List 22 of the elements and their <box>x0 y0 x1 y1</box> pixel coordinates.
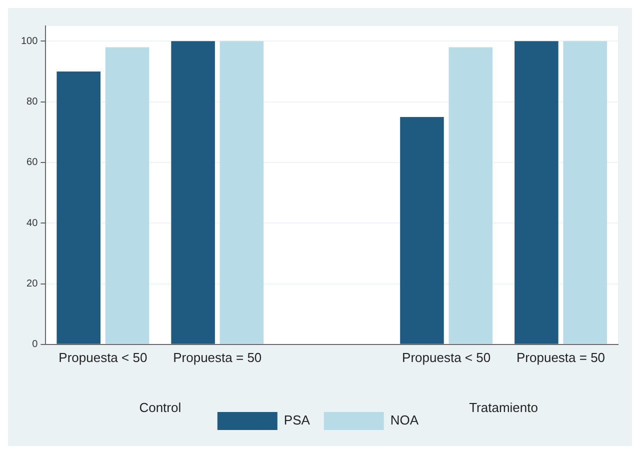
x-tick-label: Propuesta = 50 <box>516 350 606 365</box>
x-tick-label: Propuesta < 50 <box>402 350 491 365</box>
y-tick-label: 0 <box>32 339 38 350</box>
bar <box>514 41 558 344</box>
y-tick-label: 20 <box>26 278 38 290</box>
bar <box>400 116 444 344</box>
x-tick-label: Propuesta = 50 <box>173 350 262 365</box>
bar <box>563 41 607 344</box>
text: Tratamiento <box>469 400 538 416</box>
y-tick-label: 40 <box>26 218 38 229</box>
bar <box>171 41 215 344</box>
bar <box>56 71 100 344</box>
bar <box>448 47 493 344</box>
x-tick-label: Propuesta < 50 <box>58 350 148 365</box>
bar <box>105 47 150 344</box>
y-tick-label: 60 <box>26 157 38 168</box>
legend-label: PSA <box>284 412 310 428</box>
text: Control <box>139 400 182 416</box>
bar <box>220 41 264 344</box>
y-tick-label: 100 <box>20 36 38 47</box>
legend-label: NOA <box>390 412 419 428</box>
y-tick-label: 80 <box>26 96 38 108</box>
